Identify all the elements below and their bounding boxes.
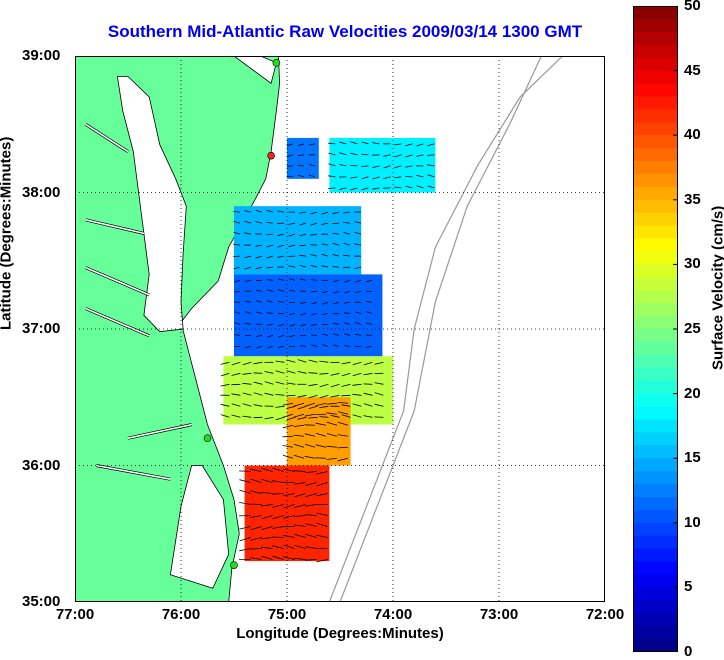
velocity-region-1 [329, 138, 435, 193]
colorbar-band [633, 600, 678, 614]
colorbar-band [633, 562, 678, 576]
colorbar-band [633, 523, 678, 537]
colorbar-band [633, 71, 678, 85]
colorbar-band [633, 6, 678, 20]
y-axis-label: Latitude (Degrees:Minutes) [0, 137, 15, 330]
velocity-region-5 [287, 397, 351, 465]
colorbar-band [633, 251, 678, 265]
colorbar-tick-label: 30 [684, 255, 701, 272]
station-marker-3 [231, 562, 238, 569]
colorbar-band [633, 536, 678, 550]
y-tick-label: 39:00 [22, 47, 72, 64]
chart-title: Southern Mid-Atlantic Raw Velocities 200… [60, 22, 630, 42]
vector-arrow [343, 267, 350, 268]
colorbar-tick-label: 5 [684, 578, 692, 595]
colorbar-band [633, 549, 678, 563]
vector-arrow [341, 395, 350, 396]
colorbar-band [633, 58, 678, 72]
colorbar-band [633, 497, 678, 511]
colorbar-band [633, 187, 678, 201]
x-tick-label: 73:00 [469, 606, 529, 623]
colorbar-tick-label: 35 [684, 191, 701, 208]
x-tick-label: 72:00 [575, 606, 635, 623]
colorbar-band [633, 148, 678, 162]
colorbar-tick-label: 40 [684, 126, 701, 143]
colorbar-band [633, 419, 678, 433]
vector-arrow [298, 165, 304, 166]
colorbar-tick-label: 20 [684, 385, 701, 402]
vector-arrow [300, 335, 306, 336]
x-tick-label: 76:00 [151, 606, 211, 623]
vector-arrow [311, 291, 317, 292]
velocity-region-3 [234, 274, 382, 356]
colorbar-band [633, 316, 678, 330]
y-tick-label: 36:00 [22, 457, 72, 474]
colorbar-band [633, 32, 678, 46]
y-tick-label: 38:00 [22, 184, 72, 201]
colorbar-band [633, 432, 678, 446]
colorbar-band [633, 109, 678, 123]
colorbar-band [633, 368, 678, 382]
colorbar-band [633, 135, 678, 149]
colorbar-tick-label: 25 [684, 320, 701, 337]
colorbar-band [633, 471, 678, 485]
colorbar-band [633, 381, 678, 395]
station-marker-2 [204, 435, 211, 442]
colorbar-band [633, 161, 678, 175]
colorbar-band [633, 407, 678, 421]
map-plot [75, 56, 605, 602]
colorbar-band [633, 394, 678, 408]
colorbar-band [633, 226, 678, 240]
colorbar-band [633, 587, 678, 601]
x-tick-label: 77:00 [45, 606, 105, 623]
vector-arrow [233, 256, 240, 257]
colorbar-band [633, 613, 678, 627]
x-tick-label: 74:00 [363, 606, 423, 623]
colorbar-band [633, 264, 678, 278]
vector-arrow [272, 537, 284, 538]
colorbar-band [633, 342, 678, 356]
colorbar-tick-label: 0 [684, 643, 692, 660]
colorbar-band [633, 45, 678, 59]
colorbar-band [633, 445, 678, 459]
vector-arrow [283, 436, 294, 437]
vector-arrow [234, 346, 240, 347]
colorbar-label: Surface Velocity (cm/s) [710, 206, 724, 370]
colorbar-band [633, 329, 678, 343]
colorbar-band [633, 458, 678, 472]
colorbar-tick-label: 15 [684, 449, 701, 466]
colorbar-tick-label: 45 [684, 62, 701, 79]
colorbar-band [633, 122, 678, 136]
colorbar-band [633, 290, 678, 304]
station-marker-1 [268, 152, 275, 159]
colorbar-band [633, 355, 678, 369]
vector-arrow [332, 267, 339, 268]
velocity-region-2 [234, 206, 361, 274]
colorbar-band [633, 639, 678, 652]
x-tick-label: 75:00 [257, 606, 317, 623]
colorbar-band [633, 84, 678, 98]
colorbar-band [633, 574, 678, 588]
colorbar-band [633, 200, 678, 214]
colorbar-band [633, 277, 678, 291]
station-marker-0 [273, 59, 280, 66]
colorbar-band [633, 239, 678, 253]
x-axis-label: Longitude (Degrees:Minutes) [75, 625, 605, 642]
colorbar [633, 6, 678, 652]
colorbar-band [633, 19, 678, 33]
colorbar-band [633, 96, 678, 110]
vector-arrow [287, 166, 293, 167]
colorbar-band [633, 510, 678, 524]
colorbar-tick-label: 50 [684, 0, 701, 14]
colorbar-tick-label: 10 [684, 514, 701, 531]
colorbar-band [633, 303, 678, 317]
colorbar-band [633, 213, 678, 227]
colorbar-band [633, 484, 678, 498]
y-tick-label: 37:00 [22, 320, 72, 337]
colorbar-band [633, 626, 678, 640]
colorbar-band [633, 174, 678, 188]
vector-arrow [427, 155, 434, 156]
